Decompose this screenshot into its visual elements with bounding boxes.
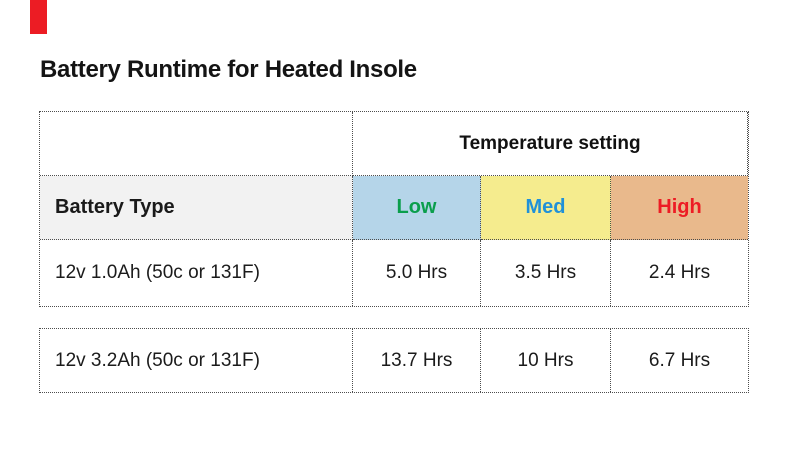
battery-runtime-table: Temperature setting Battery Type Low Med… <box>39 111 749 393</box>
red-corner-marker-icon <box>30 0 47 34</box>
page-title: Battery Runtime for Heated Insole <box>40 56 417 83</box>
table-main-section: Temperature setting Battery Type Low Med… <box>39 111 749 307</box>
row2-low-value: 13.7 Hrs <box>353 329 481 392</box>
row1-battery-type: 12v 1.0Ah (50c or 131F) <box>40 240 353 306</box>
row2-med-value: 10 Hrs <box>481 329 611 392</box>
column-header-med: Med <box>481 176 611 240</box>
empty-corner-cell <box>40 112 353 176</box>
row2-battery-type: 12v 3.2Ah (50c or 131F) <box>40 329 353 392</box>
table-second-section: 12v 3.2Ah (50c or 131F) 13.7 Hrs 10 Hrs … <box>39 328 749 393</box>
row2-high-value: 6.7 Hrs <box>611 329 748 392</box>
temperature-setting-header: Temperature setting <box>353 112 748 176</box>
column-header-battery-type: Battery Type <box>40 176 353 240</box>
row1-high-value: 2.4 Hrs <box>611 240 748 306</box>
row1-med-value: 3.5 Hrs <box>481 240 611 306</box>
column-header-high: High <box>611 176 748 240</box>
row1-low-value: 5.0 Hrs <box>353 240 481 306</box>
column-header-low: Low <box>353 176 481 240</box>
